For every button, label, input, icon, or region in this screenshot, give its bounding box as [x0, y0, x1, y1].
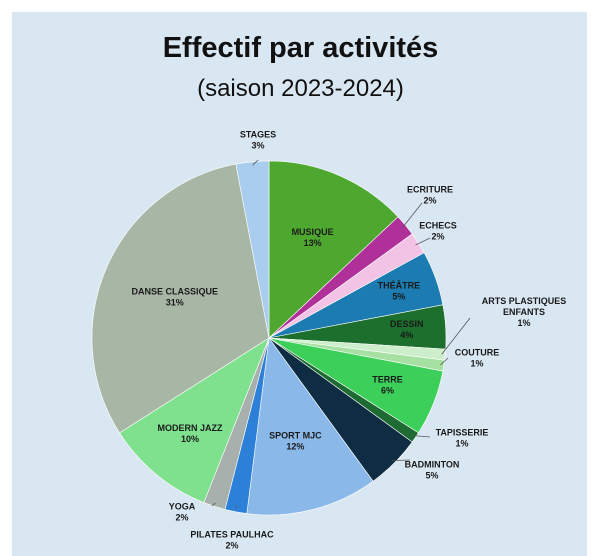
slice-label-stages: STAGES 3% [240, 130, 276, 151]
leader-line-ecriture [402, 202, 423, 228]
leader-line-yoga [211, 502, 216, 507]
chart-subtitle: (saison 2023-2024) [197, 75, 404, 102]
slice-label-theatre: THÉÂTRE 5% [378, 280, 421, 302]
leader-line-stages [252, 159, 259, 166]
slice-label-ecriture: ECRITURE 2% [407, 185, 453, 206]
slice-label-tapisserie: TAPISSERIE 1% [436, 428, 489, 449]
pie-slice-musique [268, 160, 399, 339]
leader-line-echecs [415, 237, 431, 246]
slice-label-echecs: ECHECS 2% [419, 221, 457, 242]
leader-line-tapisserie [412, 435, 431, 438]
pie-slice-sport-mjc [246, 337, 374, 516]
slice-label-terre: TERRE 6% [372, 374, 403, 395]
slice-label-yoga: YOGA 2% [169, 502, 196, 523]
slice-label-modern-jazz: MODERN JAZZ 10% [158, 423, 224, 444]
chart-title: Effectif par activités [162, 32, 439, 64]
leader-line-couture [440, 357, 449, 366]
leader-line-badminton [391, 459, 411, 462]
pie-slice-stages [235, 160, 270, 339]
slice-label-musique: MUSIQUE 13% [292, 227, 334, 248]
slice-label-sport-mjc: SPORT MJC 12% [269, 430, 322, 451]
pie-slice-modern-jazz [119, 337, 270, 503]
slice-label-dessin: DESSIN 4% [390, 319, 424, 340]
slice-label-couture: COUTURE 1% [455, 348, 500, 369]
leader-line-arts-plastiques-enfants [441, 317, 471, 355]
slice-label-pilates-paulhac: PILATES PAULHAC 2% [190, 530, 274, 551]
slice-label-arts-plastiques-enfants: ARTS PLASTIQUES ENFANTS 1% [482, 296, 567, 328]
slice-label-badminton: BADMINTON 5% [405, 460, 460, 481]
pie-slice-danse-classique [91, 163, 270, 434]
slice-label-danse-classique: DANSE CLASSIQUE 31% [132, 287, 219, 308]
